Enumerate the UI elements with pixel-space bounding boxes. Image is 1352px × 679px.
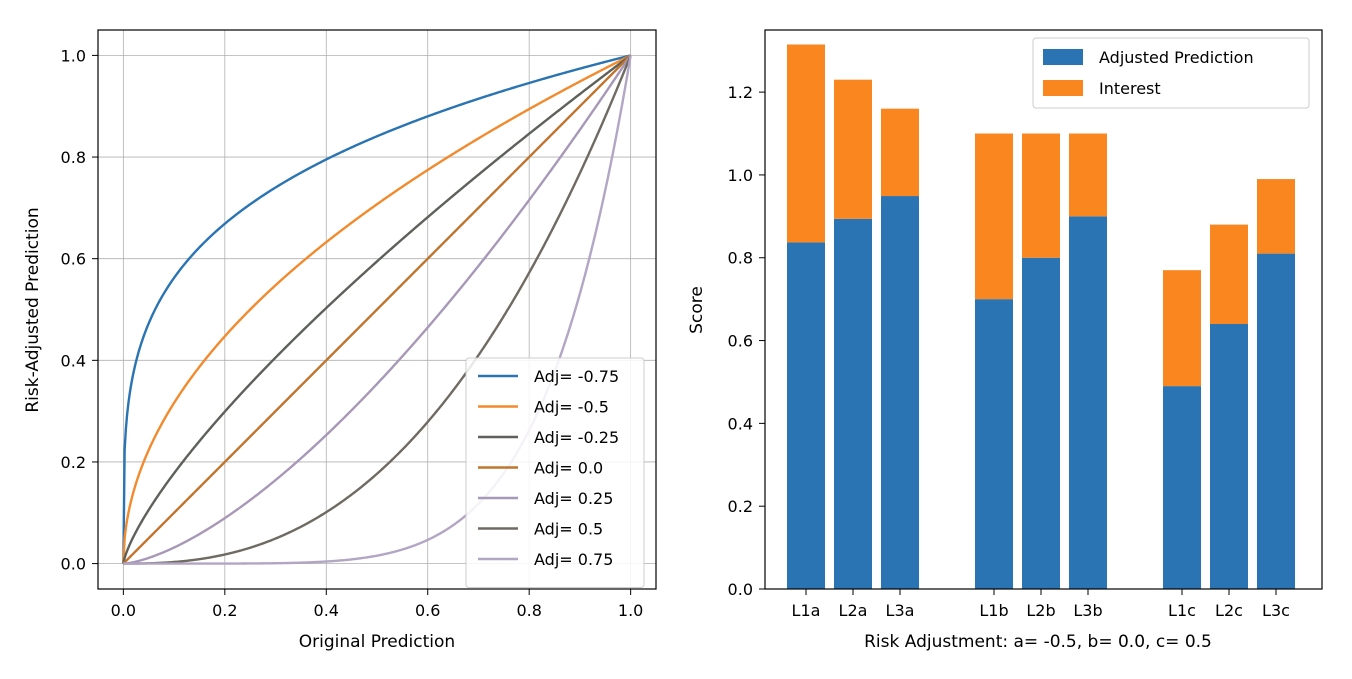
bar-l2c-series-1 xyxy=(1210,323,1248,589)
left-legend-box xyxy=(465,357,645,588)
bar-l2a-series-2 xyxy=(834,79,872,219)
left-x-tick-label-2: 0.4 xyxy=(314,601,339,620)
right-y-tick-label-5: 1.0 xyxy=(728,166,753,185)
left-y-tick-label-3: 0.6 xyxy=(61,250,86,269)
bar-l3c-series-1 xyxy=(1257,253,1295,589)
right-x-tick-label-5: L3b xyxy=(1073,601,1102,620)
left-y-tick-label-1: 0.2 xyxy=(61,453,86,472)
bar-l1b-series-1 xyxy=(975,299,1013,589)
bar-l2b-series-1 xyxy=(1022,257,1060,589)
bar-l1a-series-1 xyxy=(787,242,825,590)
left-x-tick-label-3: 0.6 xyxy=(415,601,440,620)
left-plot-frame xyxy=(97,29,657,590)
left-legend: Adj= -0.75 Adj= -0.5 Adj= -0.25 Adj= 0.0 Adj… xyxy=(465,357,645,588)
right-legend: Adjusted Prediction Interest xyxy=(1032,37,1310,109)
right-x-tick-label-2: L3a xyxy=(886,601,915,620)
bar-l2a-series-1 xyxy=(834,218,872,589)
bar-l1a-series-2 xyxy=(787,44,825,243)
right-x-tick-label-7: L2c xyxy=(1215,601,1243,620)
left-y-tick-label-4: 0.8 xyxy=(61,148,86,167)
right-y-tick-label-3: 0.6 xyxy=(728,332,753,351)
left-y-tick-label-5: 1.0 xyxy=(61,46,86,65)
bar-l3a-series-2 xyxy=(881,108,919,197)
right-legend-swatch-1 xyxy=(1043,49,1083,65)
left-legend-label-2: Adj= -0.5 xyxy=(534,398,609,417)
right-x-tick-label-6: L1c xyxy=(1168,601,1196,620)
left-legend-label-4: Adj= 0.0 xyxy=(534,459,603,478)
left-y-axis-label: Risk-Adjusted Prediction xyxy=(23,207,43,412)
right-y-axis-label: Score xyxy=(687,286,707,334)
left-y-tick-label-0: 0.0 xyxy=(61,555,86,574)
left-x-axis-label: Original Prediction xyxy=(299,632,455,652)
right-ticks: 0.0 0.2 0.4 0.6 0.8 1.0 1.2 L1a L2a L3a L1b L2b L3b L… xyxy=(728,83,1290,620)
left-legend-label-1: Adj= -0.75 xyxy=(534,367,619,386)
right-x-tick-label-4: L2b xyxy=(1026,601,1055,620)
right-x-axis-label: Risk Adjustment: a= -0.5, b= 0.0, c= 0.5 xyxy=(864,632,1212,652)
series-line-6 xyxy=(123,54,632,565)
right-legend-swatch-2 xyxy=(1043,80,1083,96)
bar-l2c-series-2 xyxy=(1210,224,1248,324)
left-legend-label-5: Adj= 0.25 xyxy=(534,489,613,508)
right-y-tick-label-4: 0.8 xyxy=(728,249,753,268)
right-bar-chart: 0.0 0.2 0.4 0.6 0.8 1.0 1.2 L1a L2a L3a L1b L2b L3b L… xyxy=(687,29,1323,652)
bar-l3b-series-1 xyxy=(1069,216,1107,590)
bar-l3a-series-1 xyxy=(881,196,919,589)
series-line-1 xyxy=(122,54,631,564)
left-legend-label-7: Adj= 0.75 xyxy=(534,550,613,569)
series-line-5 xyxy=(123,54,632,565)
left-y-tick-label-2: 0.4 xyxy=(61,351,86,370)
right-x-tick-label-3: L1b xyxy=(979,601,1008,620)
right-legend-label-1: Adjusted Prediction xyxy=(1099,48,1254,67)
left-line-chart: 0.0 0.2 0.4 0.6 0.8 1.0 0.0 0.2 0.4 0.6 0.8 1.0 Ori… xyxy=(23,29,657,652)
bar-l3c-series-2 xyxy=(1257,179,1295,254)
left-x-tick-label-0: 0.0 xyxy=(111,601,136,620)
left-legend-label-6: Adj= 0.5 xyxy=(534,520,603,539)
right-legend-label-2: Interest xyxy=(1099,79,1161,98)
series-line-3 xyxy=(122,54,632,564)
right-stacked-bars xyxy=(787,44,1295,590)
right-x-tick-label-1: L2a xyxy=(839,601,868,620)
right-plot-frame xyxy=(764,29,1323,590)
right-x-tick-label-0: L1a xyxy=(792,601,821,620)
left-x-tick-label-1: 0.2 xyxy=(212,601,237,620)
left-legend-label-3: Adj= -0.25 xyxy=(534,428,619,447)
bar-l1c-series-1 xyxy=(1163,386,1201,589)
bar-l1c-series-2 xyxy=(1163,270,1201,387)
bar-l3b-series-2 xyxy=(1069,133,1107,217)
series-line-4 xyxy=(122,54,632,565)
right-legend-box xyxy=(1032,37,1310,109)
left-ticks: 0.0 0.2 0.4 0.6 0.8 1.0 0.0 0.2 0.4 0.6 0.8 1.0 xyxy=(61,46,644,620)
series-line-2 xyxy=(122,54,632,564)
right-x-tick-label-8: L3c xyxy=(1262,601,1290,620)
bar-l1b-series-2 xyxy=(975,133,1013,300)
left-x-tick-label-4: 0.8 xyxy=(516,601,541,620)
left-x-tick-label-5: 1.0 xyxy=(618,601,643,620)
right-y-tick-label-0: 0.0 xyxy=(728,580,753,599)
right-y-tick-label-6: 1.2 xyxy=(728,83,753,102)
bar-l2b-series-2 xyxy=(1022,133,1060,258)
right-y-tick-label-1: 0.2 xyxy=(728,497,753,516)
right-y-tick-label-2: 0.4 xyxy=(728,414,753,433)
